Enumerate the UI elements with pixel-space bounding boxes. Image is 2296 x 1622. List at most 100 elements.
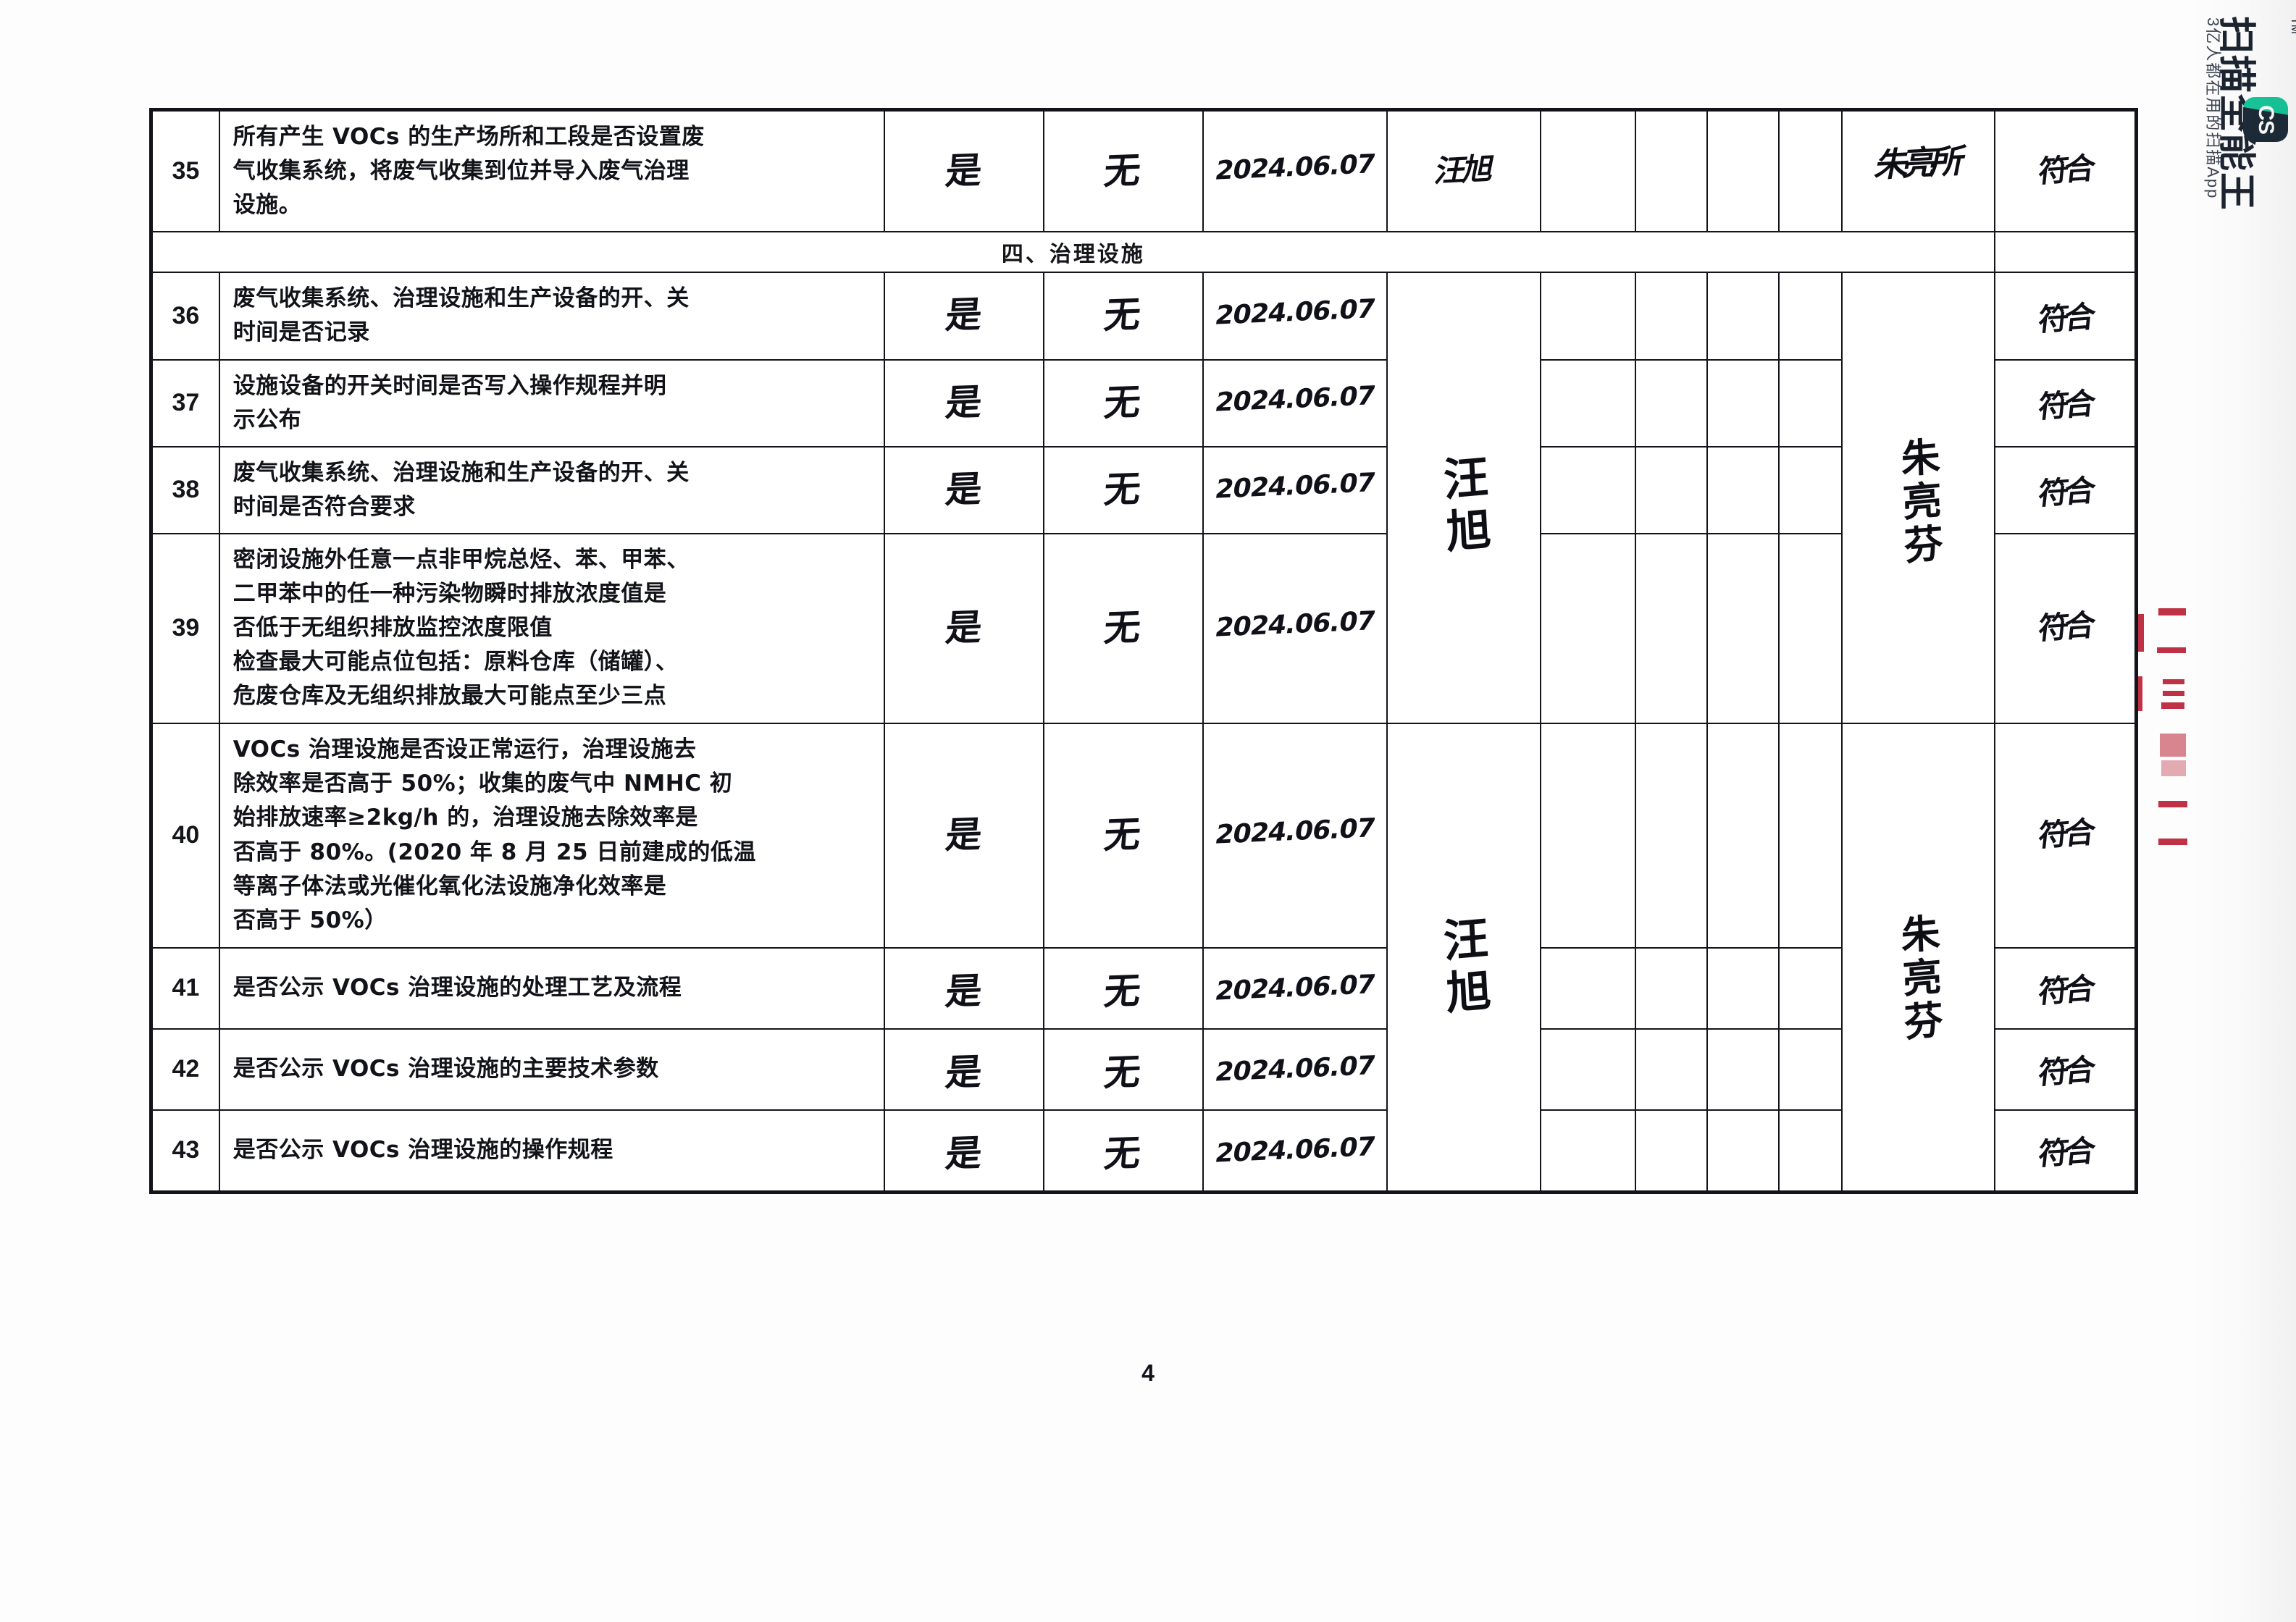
cell-signature-1: 汪旭 — [1386, 109, 1541, 233]
handwritten-result: 符合 — [2036, 298, 2093, 338]
cell-blank-4 — [1778, 272, 1843, 361]
row-number: 36 — [151, 272, 220, 361]
handwritten-signature: 汪旭 — [1432, 151, 1495, 190]
table-row: 36 废气收集系统、治理设施和生产设备的开、关 时间是否记录 是 无 — [151, 272, 2137, 724]
cell-yes: 是 — [884, 1109, 1044, 1192]
cell-signature-1-merged: 汪旭 — [1386, 272, 1541, 724]
handwritten-no: 无 — [1102, 380, 1144, 424]
row-item: 是否公示 VOCs 治理设施的操作规程 — [218, 1109, 886, 1192]
cell-yes: 是 — [884, 272, 1044, 361]
watermark-trademark-icon: TM — [2289, 17, 2296, 35]
handwritten-no: 无 — [1102, 812, 1144, 857]
handwritten-yes: 是 — [943, 468, 984, 511]
row-item: 废气收集系统、治理设施和生产设备的开、关 时间是否符合要求 — [218, 445, 886, 534]
cell-result: 符合 — [1993, 532, 2137, 724]
cell-blank-1 — [1539, 358, 1637, 447]
cell-blank-4 — [1778, 109, 1843, 233]
row-item: 废气收集系统、治理设施和生产设备的开、关 时间是否记录 — [218, 272, 886, 361]
section-header-spacer — [1993, 231, 2137, 274]
cell-blank-1 — [1539, 1109, 1637, 1192]
cell-blank-3 — [1706, 1028, 1780, 1111]
row-number: 38 — [151, 445, 220, 534]
cell-blank-3 — [1706, 946, 1780, 1030]
cell-result: 符合 — [1993, 445, 2137, 534]
page-number: 4 — [1141, 1360, 1155, 1386]
handwritten-result: 符合 — [2036, 970, 2093, 1010]
cell-no: 无 — [1043, 532, 1204, 724]
handwritten-signature: 朱亮芬 — [1893, 435, 1943, 571]
handwritten-signature: 汪旭 — [1434, 453, 1493, 562]
handwritten-yes: 是 — [943, 812, 984, 857]
cell-blank-2 — [1635, 109, 1709, 233]
cell-result: 符合 — [1993, 109, 2137, 233]
cell-blank-2 — [1635, 946, 1709, 1030]
cell-blank-3 — [1706, 722, 1780, 949]
cell-result: 符合 — [1993, 1028, 2137, 1111]
handwritten-date: 2024.06.07 — [1212, 294, 1378, 331]
handwritten-result: 符合 — [2036, 1051, 2093, 1091]
item-line: 危废仓库及无组织排放最大可能点至少三点 — [232, 683, 667, 710]
cell-blank-4 — [1778, 1028, 1843, 1111]
table-row: 40 VOCs 治理设施是否设正常运行，治理设施去 除效率是否高于 50%；收集… — [151, 722, 2137, 1192]
logo-text: CS — [2254, 105, 2278, 134]
cell-signature-1-merged: 汪旭 — [1386, 722, 1541, 1192]
table-row: 43 是否公示 VOCs 治理设施的操作规程 是 无 2024.06.07 — [151, 1109, 2137, 1192]
cell-blank-1 — [1539, 532, 1637, 724]
item-line: 废气收集系统、治理设施和生产设备的开、关 — [232, 285, 690, 312]
table-row: 35 所有产生 VOCs 的生产场所和工段是否设置废 气收集系统，将废气收集到位… — [151, 109, 2137, 233]
row-item: VOCs 治理设施是否设正常运行，治理设施去 除效率是否高于 50%；收集的废气… — [218, 722, 886, 949]
handwritten-signature: 朱亮芬 — [1893, 911, 1943, 1046]
cell-yes: 是 — [884, 722, 1044, 949]
row-number: 35 — [151, 109, 220, 233]
handwritten-no: 无 — [1102, 605, 1144, 650]
item-line: 废气收集系统、治理设施和生产设备的开、关 — [232, 459, 690, 486]
cell-blank-2 — [1635, 358, 1709, 447]
cell-date: 2024.06.07 — [1202, 272, 1388, 361]
cell-blank-1 — [1539, 109, 1637, 233]
handwritten-no: 无 — [1102, 468, 1144, 511]
table-row: 41 是否公示 VOCs 治理设施的处理工艺及流程 是 无 2024.06.07 — [151, 946, 2137, 1030]
cell-result: 符合 — [1993, 272, 2137, 361]
item-line: 是否公示 VOCs 治理设施的处理工艺及流程 — [232, 974, 682, 1001]
handwritten-no: 无 — [1102, 148, 1144, 193]
cell-signature-2-merged: 朱亮芬 — [1840, 722, 1995, 1192]
handwritten-no: 无 — [1102, 1131, 1144, 1175]
row-number: 37 — [151, 358, 220, 447]
handwritten-result: 符合 — [2036, 814, 2093, 854]
row-number: 40 — [151, 722, 220, 949]
row-item: 是否公示 VOCs 治理设施的主要技术参数 — [218, 1028, 886, 1111]
cell-date: 2024.06.07 — [1202, 109, 1388, 233]
cell-yes: 是 — [884, 1028, 1044, 1111]
handwritten-result: 符合 — [2036, 607, 2093, 647]
row-item: 密闭设施外任意一点非甲烷总烃、苯、甲苯、 二甲苯中的任一种污染物瞬时排放浓度值是… — [218, 532, 886, 724]
cell-result: 符合 — [1993, 358, 2137, 447]
cell-signature-2: 朱亮所 — [1840, 109, 1995, 233]
item-line: 始排放速率≥2kg/h 的，治理设施去除效率是 — [232, 804, 698, 831]
cell-yes: 是 — [884, 946, 1044, 1030]
item-line: 设施设备的开关时间是否写入操作规程并明 — [232, 372, 667, 399]
cell-blank-1 — [1539, 946, 1637, 1030]
cell-no: 无 — [1043, 109, 1204, 233]
cell-date: 2024.06.07 — [1202, 722, 1388, 949]
table-row: 39 密闭设施外任意一点非甲烷总烃、苯、甲苯、 二甲苯中的任一种污染物瞬时排放浓… — [151, 532, 2137, 724]
item-line: VOCs 治理设施是否设正常运行，治理设施去 — [232, 736, 697, 763]
item-line: 否低于无组织排放监控浓度限值 — [232, 615, 553, 642]
cell-date: 2024.06.07 — [1202, 946, 1388, 1030]
handwritten-yes: 是 — [943, 148, 984, 193]
handwritten-result: 符合 — [2036, 472, 2093, 512]
item-line: 二甲苯中的任一种污染物瞬时排放浓度值是 — [232, 581, 667, 608]
section-header-row: 四、治理设施 — [151, 231, 2137, 274]
cell-date: 2024.06.07 — [1202, 532, 1388, 724]
handwritten-signature: 汪旭 — [1434, 913, 1493, 1022]
cell-yes: 是 — [884, 358, 1044, 447]
cell-blank-1 — [1539, 1028, 1637, 1111]
cell-blank-2 — [1635, 722, 1709, 949]
table-row: 37 设施设备的开关时间是否写入操作规程并明 示公布 是 无 20 — [151, 358, 2137, 447]
row-number: 43 — [151, 1109, 220, 1192]
cell-date: 2024.06.07 — [1202, 358, 1388, 447]
item-line: 否高于 80%。(2020 年 8 月 25 日前建成的低温 — [232, 839, 756, 865]
handwritten-yes: 是 — [943, 1050, 984, 1094]
item-line: 检查最大可能点位包括：原料仓库（储罐）、 — [232, 649, 679, 676]
row-item: 所有产生 VOCs 的生产场所和工段是否设置废 气收集系统，将废气收集到位并导入… — [218, 109, 886, 233]
cell-blank-2 — [1635, 445, 1709, 534]
